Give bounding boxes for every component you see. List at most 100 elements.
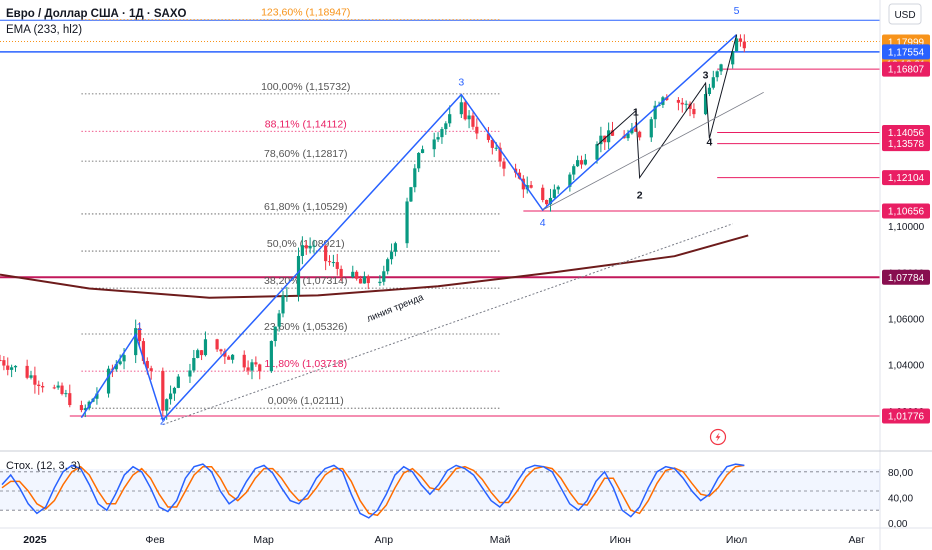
stoch-indicator-label[interactable]: Стох. (12, 3, 3) <box>6 460 81 472</box>
ema-line <box>0 234 749 299</box>
candle <box>273 326 277 347</box>
candle <box>118 354 122 366</box>
candle-body <box>467 115 471 120</box>
price-badge-r6[interactable]: 1,01776 <box>882 408 930 424</box>
candle-body <box>599 135 603 145</box>
candle-body <box>405 201 409 244</box>
candle <box>440 126 444 144</box>
price-badge-r3[interactable]: 1,13578 <box>882 136 930 152</box>
candle <box>436 132 440 143</box>
badge-bg <box>882 269 930 285</box>
candle-body <box>277 313 281 327</box>
candle-body <box>281 295 285 314</box>
candle <box>281 290 285 318</box>
trendline-label: линия тренда <box>365 292 426 325</box>
candle-body <box>351 271 355 277</box>
candle-body <box>676 99 681 103</box>
stoch-tick-0: 80,00 <box>888 468 913 479</box>
candle-body <box>440 129 444 138</box>
candle-body <box>273 326 277 342</box>
candle-body <box>630 128 634 134</box>
candle <box>599 126 603 153</box>
wave-label-0: 1 <box>137 321 143 333</box>
candle <box>607 122 611 150</box>
candle <box>734 35 739 52</box>
price-badge-r4[interactable]: 1,12104 <box>882 170 930 186</box>
time-label-2: Мар <box>253 534 274 546</box>
candle <box>203 331 208 357</box>
time-label-5: Июн <box>610 534 631 546</box>
candle <box>521 175 525 198</box>
candle <box>188 363 192 383</box>
candle-body <box>196 350 200 358</box>
candle-body <box>6 365 10 370</box>
badge-text: 1,12104 <box>888 173 925 184</box>
elliott-wave-sub <box>596 34 738 180</box>
price-badge-r5[interactable]: 1,10656 <box>882 203 930 219</box>
candle <box>172 386 177 401</box>
time-label-1: Фев <box>145 534 165 546</box>
candle <box>634 121 638 132</box>
candle-body <box>304 245 308 249</box>
stoch-tick-2: 0,00 <box>888 519 908 530</box>
candle <box>459 94 463 118</box>
candle-body <box>83 408 87 411</box>
candle <box>711 70 715 90</box>
badge-bg <box>882 170 930 186</box>
candle-body <box>230 354 235 360</box>
candle <box>106 365 111 398</box>
candle-body <box>227 356 231 360</box>
candle-body <box>106 368 111 394</box>
candle <box>324 244 328 271</box>
candle-body <box>312 245 316 247</box>
candle <box>680 97 684 113</box>
candle-body <box>552 189 556 198</box>
symbol-title[interactable]: Евро / Доллар США · 1Д · SAXO <box>6 8 187 20</box>
candle-body <box>738 38 743 42</box>
price-badges: 1,17999+13,11%12:12:211,175541,168071,14… <box>882 34 930 424</box>
candle <box>230 354 235 364</box>
stochastic-layer <box>0 463 880 519</box>
time-axis: 2025 Фев Мар Апр Май Июн Июл Авг <box>23 534 865 546</box>
candle-body <box>545 200 549 205</box>
lightning-alert-icon[interactable] <box>709 428 727 446</box>
candle <box>448 105 452 127</box>
candle-body <box>29 375 33 378</box>
wave-label-5: 1 <box>633 106 639 118</box>
candle <box>556 185 560 194</box>
candle <box>285 286 289 302</box>
candle <box>56 381 60 390</box>
candle <box>502 157 506 177</box>
candle <box>444 121 448 135</box>
candle <box>68 384 72 408</box>
candle-body <box>246 367 250 371</box>
ema-indicator-label[interactable]: EMA (233, hl2) <box>6 24 82 36</box>
price-badge-ema[interactable]: 1,07784 <box>882 269 930 285</box>
price-badge-r1[interactable]: 1,16807 <box>882 61 930 77</box>
candle <box>339 265 343 282</box>
badge-bg <box>882 61 930 77</box>
candle <box>626 129 630 141</box>
candle-body <box>188 370 192 377</box>
candle-body <box>296 255 301 296</box>
candle-body <box>583 159 587 165</box>
elliott-wave-main <box>80 34 738 422</box>
candle-body <box>37 384 41 387</box>
candle <box>572 164 576 180</box>
candle <box>467 110 471 129</box>
candle <box>486 126 491 143</box>
candle-body <box>556 186 560 190</box>
candle <box>382 265 386 286</box>
candle <box>703 86 708 116</box>
candle <box>312 239 316 254</box>
candle <box>331 254 335 267</box>
fib-label-2: 88,11% (1,14112) <box>265 118 347 130</box>
currency-button[interactable] <box>888 3 922 25</box>
price-badge-blue-level[interactable]: 1,17554 <box>882 44 930 60</box>
candle <box>13 365 18 372</box>
candle-body <box>192 357 196 371</box>
candle-body <box>688 103 692 109</box>
candle <box>378 274 382 286</box>
candle <box>134 319 138 364</box>
